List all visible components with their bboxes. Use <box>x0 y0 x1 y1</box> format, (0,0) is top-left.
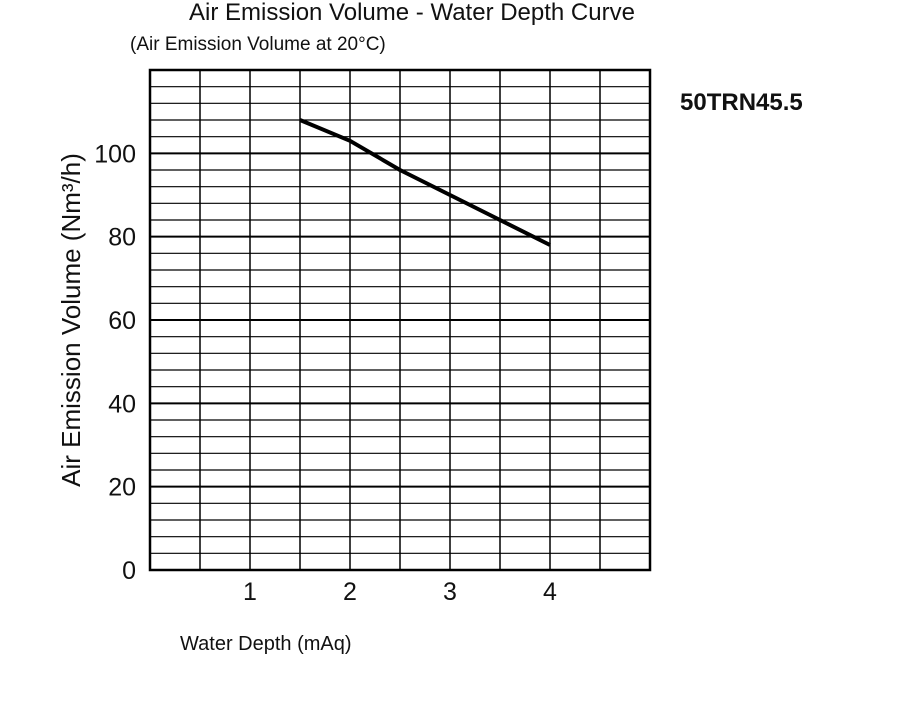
x-tick-labels: 1 2 3 4 <box>243 578 557 606</box>
x-tick-label: 2 <box>343 578 357 606</box>
x-tick-label: 1 <box>243 578 257 606</box>
y-tick-label: 0 <box>122 557 136 585</box>
x-tick-label: 3 <box>443 578 457 606</box>
y-axis-label: Air Emission Volume (Nm³/h) <box>56 153 86 487</box>
series-line-1 <box>299 118 551 247</box>
grid-lines <box>150 70 650 570</box>
chart-title: Air Emission Volume - Water Depth Curve <box>189 0 635 26</box>
y-tick-labels: 0 20 40 60 80 100 <box>94 140 136 585</box>
x-axis-label: Water Depth (mAq) <box>180 633 352 655</box>
y-tick-label: 80 <box>108 224 136 252</box>
y-tick-label: 40 <box>108 390 136 418</box>
x-tick-label: 4 <box>543 578 557 606</box>
model-annotation: 50TRN45.5 <box>680 89 803 116</box>
y-tick-label: 100 <box>94 140 136 168</box>
y-tick-label: 20 <box>108 474 136 502</box>
chart-subtitle: (Air Emission Volume at 20°C) <box>130 34 386 55</box>
series-layer <box>299 118 551 247</box>
y-tick-label: 60 <box>108 307 136 335</box>
plot-frame <box>148 68 652 572</box>
